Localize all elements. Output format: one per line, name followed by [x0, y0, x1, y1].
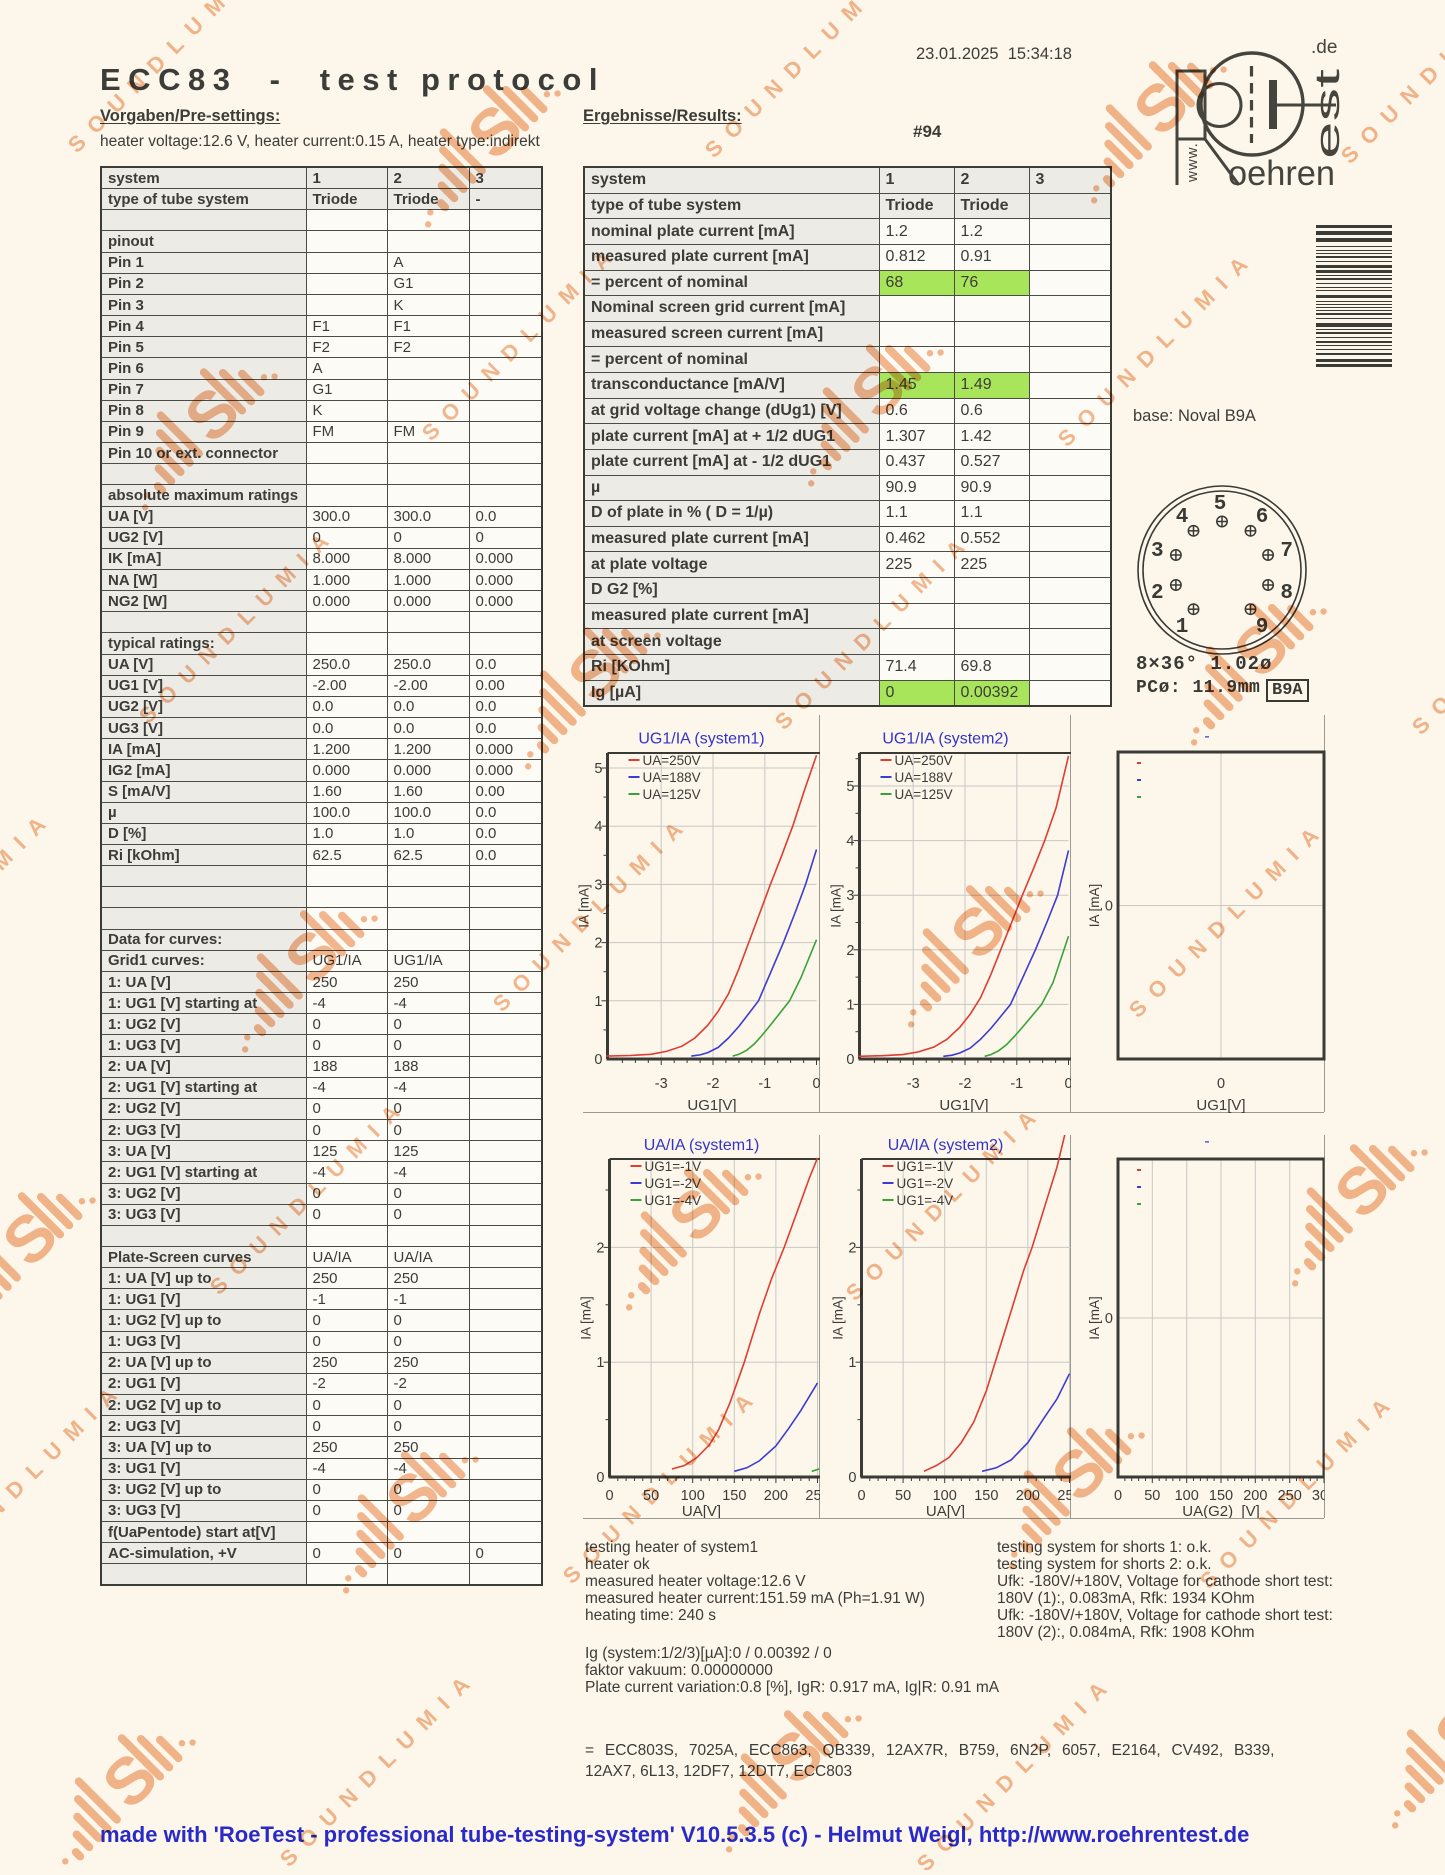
svg-text:0: 0 — [1217, 1076, 1225, 1092]
svg-text:2: 2 — [594, 936, 602, 952]
svg-text:IA [mA]: IA [mA] — [1087, 884, 1102, 928]
svg-text:8: 8 — [1280, 582, 1293, 605]
svg-text:UA=250V: UA=250V — [895, 753, 953, 768]
svg-text:UA[V]: UA[V] — [682, 1503, 721, 1520]
svg-text:1: 1 — [1176, 616, 1189, 639]
svg-text:UA=125V: UA=125V — [895, 787, 953, 802]
svg-text:IA [mA]: IA [mA] — [831, 1296, 846, 1340]
svg-text:-3: -3 — [907, 1076, 920, 1092]
svg-text:1: 1 — [594, 994, 602, 1010]
svg-text:UG1[V]: UG1[V] — [939, 1097, 988, 1114]
svg-text:2: 2 — [846, 943, 854, 959]
svg-text:5: 5 — [846, 779, 854, 795]
svg-text:250: 250 — [805, 1488, 829, 1504]
svg-text:9: 9 — [1256, 616, 1269, 639]
svg-text:IA [mA]: IA [mA] — [579, 1296, 594, 1340]
svg-text:0: 0 — [1114, 1488, 1122, 1504]
svg-text:50: 50 — [1144, 1488, 1160, 1504]
svg-text:4: 4 — [594, 819, 602, 835]
svg-text:3: 3 — [1151, 540, 1164, 563]
svg-text:5: 5 — [1214, 493, 1227, 516]
svg-text:-2: -2 — [707, 1076, 720, 1092]
svg-text:-1: -1 — [758, 1076, 771, 1092]
svg-text:0: 0 — [846, 1052, 854, 1068]
svg-text:UA=125V: UA=125V — [643, 787, 701, 802]
svg-text:2: 2 — [848, 1240, 856, 1256]
svg-text:300: 300 — [1312, 1488, 1336, 1504]
svg-text:3: 3 — [594, 877, 602, 893]
svg-text:-3: -3 — [655, 1076, 668, 1092]
svg-text:-: - — [1204, 1133, 1209, 1150]
svg-text:.de: .de — [1311, 37, 1337, 58]
svg-text:200: 200 — [1243, 1488, 1267, 1504]
svg-text:0: 0 — [1105, 899, 1113, 915]
svg-text:IA [mA]: IA [mA] — [1087, 1296, 1102, 1340]
svg-text:0: 0 — [848, 1470, 856, 1486]
svg-text:4: 4 — [1176, 506, 1189, 529]
svg-text:UA(G2) [V]: UA(G2) [V] — [1182, 1503, 1260, 1520]
svg-text:250: 250 — [1278, 1488, 1302, 1504]
svg-text:150: 150 — [974, 1488, 998, 1504]
svg-text:oehren: oehren — [1228, 154, 1335, 193]
svg-text:0: 0 — [1105, 1311, 1113, 1327]
svg-text:100: 100 — [933, 1488, 957, 1504]
svg-text:2: 2 — [1151, 582, 1164, 605]
svg-text:0: 0 — [596, 1470, 604, 1486]
svg-text:-: - — [1204, 728, 1209, 745]
svg-text:UG1=-1V: UG1=-1V — [645, 1159, 702, 1174]
svg-text:4: 4 — [846, 834, 854, 850]
svg-text:1: 1 — [846, 997, 854, 1013]
svg-text:250: 250 — [1057, 1488, 1081, 1504]
svg-text:1: 1 — [848, 1355, 856, 1371]
svg-text:0: 0 — [857, 1488, 865, 1504]
svg-text:UG1=-2V: UG1=-2V — [897, 1176, 954, 1191]
svg-text:0: 0 — [605, 1488, 613, 1504]
svg-text:www.: www. — [1184, 142, 1201, 183]
svg-text:UA=188V: UA=188V — [895, 770, 953, 785]
svg-text:UG1/IA (system2): UG1/IA (system2) — [882, 731, 1008, 748]
svg-text:2: 2 — [596, 1240, 604, 1256]
svg-text:200: 200 — [764, 1488, 788, 1504]
svg-text:UG1=-1V: UG1=-1V — [897, 1159, 954, 1174]
svg-text:UA/IA (system2): UA/IA (system2) — [888, 1137, 1004, 1154]
svg-text:3: 3 — [846, 888, 854, 904]
svg-text:IA [mA]: IA [mA] — [829, 884, 844, 928]
svg-text:UA[V]: UA[V] — [926, 1503, 965, 1520]
svg-text:UA=188V: UA=188V — [643, 770, 701, 785]
svg-text:UG1=-2V: UG1=-2V — [645, 1176, 702, 1191]
svg-text:-1: -1 — [1010, 1076, 1023, 1092]
svg-text:0: 0 — [594, 1052, 602, 1068]
svg-text:0: 0 — [1064, 1076, 1072, 1092]
svg-text:5: 5 — [594, 761, 602, 777]
svg-text:UG1[V]: UG1[V] — [1196, 1097, 1245, 1114]
svg-text:IA [mA]: IA [mA] — [577, 884, 592, 928]
svg-text:200: 200 — [1016, 1488, 1040, 1504]
svg-text:est: est — [1309, 68, 1347, 159]
svg-text:100: 100 — [1175, 1488, 1199, 1504]
svg-text:0: 0 — [812, 1076, 820, 1092]
svg-text:1: 1 — [596, 1355, 604, 1371]
svg-text:UG1=-4V: UG1=-4V — [897, 1193, 954, 1208]
svg-text:6: 6 — [1256, 506, 1269, 529]
svg-text:UA/IA (system1): UA/IA (system1) — [644, 1137, 760, 1154]
svg-text:150: 150 — [722, 1488, 746, 1504]
svg-text:UA=250V: UA=250V — [643, 753, 701, 768]
svg-text:100: 100 — [681, 1488, 705, 1504]
svg-text:50: 50 — [895, 1488, 911, 1504]
svg-text:-2: -2 — [959, 1076, 972, 1092]
svg-text:UG1[V]: UG1[V] — [687, 1097, 736, 1114]
svg-text:7: 7 — [1280, 540, 1293, 563]
svg-text:50: 50 — [643, 1488, 659, 1504]
svg-text:150: 150 — [1209, 1488, 1233, 1504]
svg-text:UG1=-4V: UG1=-4V — [645, 1193, 702, 1208]
svg-text:UG1/IA (system1): UG1/IA (system1) — [638, 731, 764, 748]
